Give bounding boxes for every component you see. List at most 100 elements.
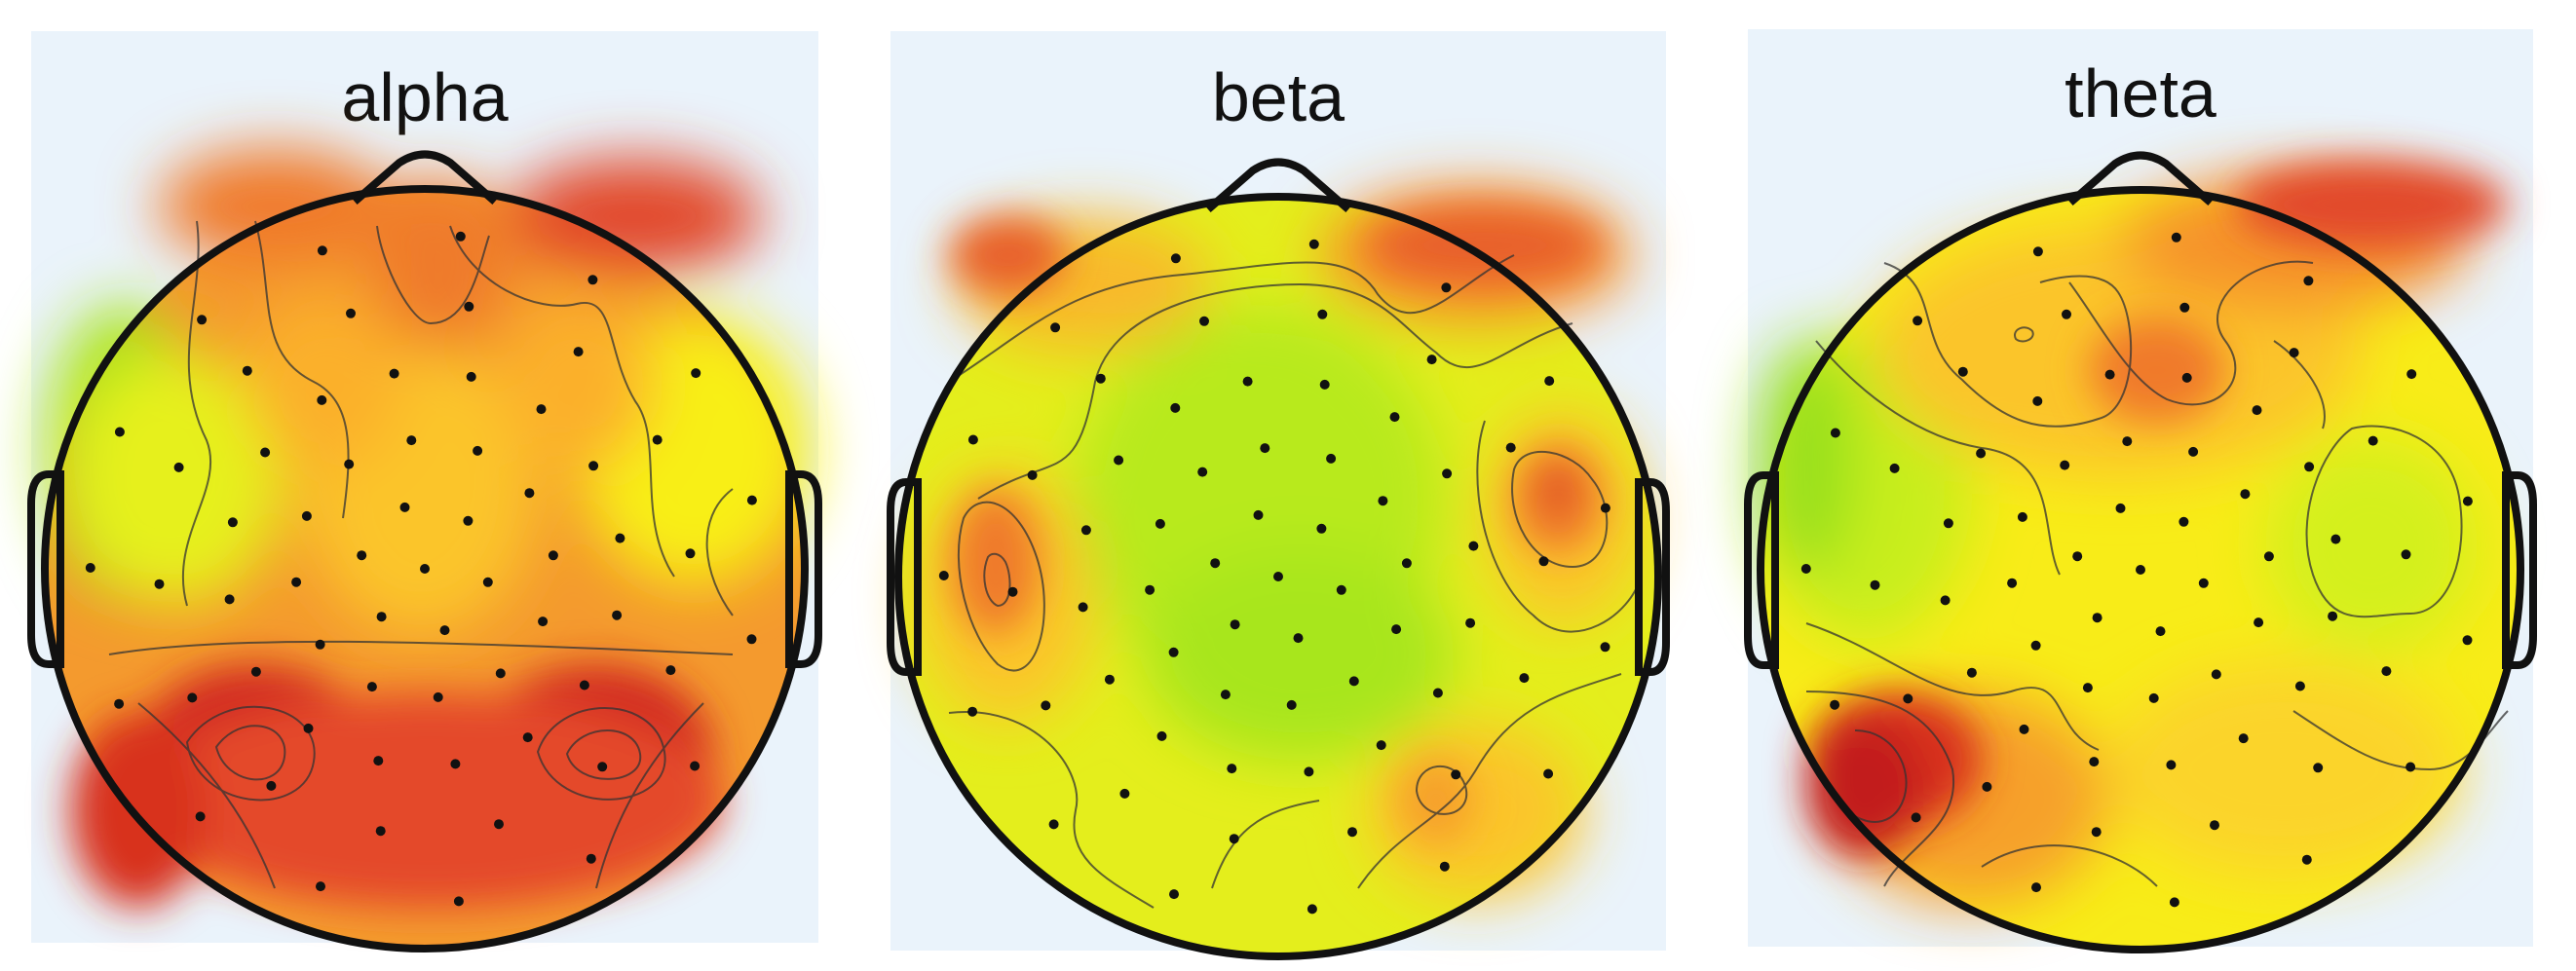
electrode-dot [114,427,125,437]
electrode-dot [1600,503,1610,513]
electrode-dot [1199,316,1209,326]
electrode-dot [433,691,443,702]
panel-title-beta: beta [1212,59,1345,135]
panel-title-theta: theta [2065,56,2216,131]
electrode-dot [536,404,547,415]
electrodes-theta [1800,232,2473,908]
head-outline-beta [887,158,1670,960]
electrode-dot [2115,503,2126,513]
electrode-dot [1439,861,1450,872]
electrode-dot [2104,369,2115,380]
electrode-dot [366,682,377,692]
electrode-dot [266,780,277,791]
electrode-dot [1830,699,1840,710]
electrode-dot [2062,309,2071,319]
heatmap-beta [898,187,1658,956]
electrode-dot [260,447,271,458]
electrode-dot [1170,402,1181,413]
electrode-dot [2304,462,2315,472]
electrode-dot [2181,372,2192,383]
electrode-dot [1326,453,1337,464]
electrode-dot [1913,316,1923,326]
nose-icon [2067,151,2214,206]
electrode-dot [2462,496,2473,506]
electrode-dot [2313,763,2324,773]
electrode-dot [2254,617,2264,628]
electrode-dot [746,495,757,505]
electrode-dot [2462,635,2473,646]
electrode-dot [173,462,184,472]
electrode-dot [420,564,430,574]
electrode-dot [406,435,417,446]
electrode-dot [1889,463,1900,473]
electrode-dot [2007,578,2018,588]
electrode-dot [399,502,410,512]
electrode-dot [587,275,598,285]
electrode-dot [967,434,978,445]
electrode-dot [2252,405,2262,416]
electrode-dot [2019,724,2029,734]
electrodes-beta [938,239,1610,915]
topomap-panel-theta: theta [1744,29,2537,953]
electrode-dot [1027,469,1038,480]
electrode-dot [1976,448,1987,459]
electrode-dot [346,308,356,318]
electrode-dot [482,577,493,587]
electrodes-alpha [85,231,757,907]
electrode-dot [1336,584,1346,595]
electrode-dot [1307,904,1317,915]
electrode-dot [690,761,701,771]
heatmap-alpha [45,148,811,949]
electrode-dot [2263,551,2274,562]
electrode-dot [524,488,535,499]
electrode-dot [685,548,696,559]
electrode-dot [450,759,461,769]
electrode-dot [1253,509,1264,520]
electrode-dot [1903,693,1913,704]
electrode-dot [2301,854,2312,865]
electrode-dot [1286,699,1297,710]
electrode-dot [1451,769,1461,780]
electrode-dot [1465,617,1476,628]
electrode-dot [1273,572,1283,581]
electrode-dot [2289,348,2299,358]
electrode-dot [1830,428,1840,438]
electrode-dot [344,459,355,469]
electrode-dot [2179,302,2190,313]
electrode-dot [1145,584,1155,595]
electrode-dot [1348,676,1359,687]
electrode-dot [2017,511,2027,522]
electrode-dot [1155,518,1165,529]
electrode-dot [473,445,483,456]
topomap-panel-alpha: alpha [27,31,822,952]
electrode-dot [1966,667,1977,678]
topomap-beta: beta [887,59,1670,960]
left-ear-icon [887,478,922,676]
electrode-dot [1229,834,1239,844]
electrode-dot [2166,760,2177,770]
electrode-dot [1230,619,1240,630]
electrode-dot [522,732,533,743]
electrode-dot [2240,489,2251,500]
electrode-dot [1308,239,1319,249]
electrode-dot [1391,624,1402,635]
electrode-dot [2092,613,2102,623]
electrode-dot [2294,681,2305,691]
electrode-dot [1943,518,1953,529]
electrode-dot [2303,276,2314,286]
heatmap-theta [1758,161,2520,950]
electrode-dot [1080,525,1091,536]
electrode-dot [691,368,701,379]
electrode-dot [2089,757,2100,767]
electrode-dot [453,896,464,907]
electrode-dot [573,347,584,357]
electrode-dot [2211,669,2221,680]
electrode-dot [317,394,327,405]
electrode-dot [967,706,978,717]
electrode-dot [227,517,238,528]
electrode-dot [316,881,325,892]
electrode-dot [938,571,949,580]
electrode-dot [1432,688,1443,698]
head-outline-alpha [27,150,822,952]
electrode-dot [197,315,208,325]
